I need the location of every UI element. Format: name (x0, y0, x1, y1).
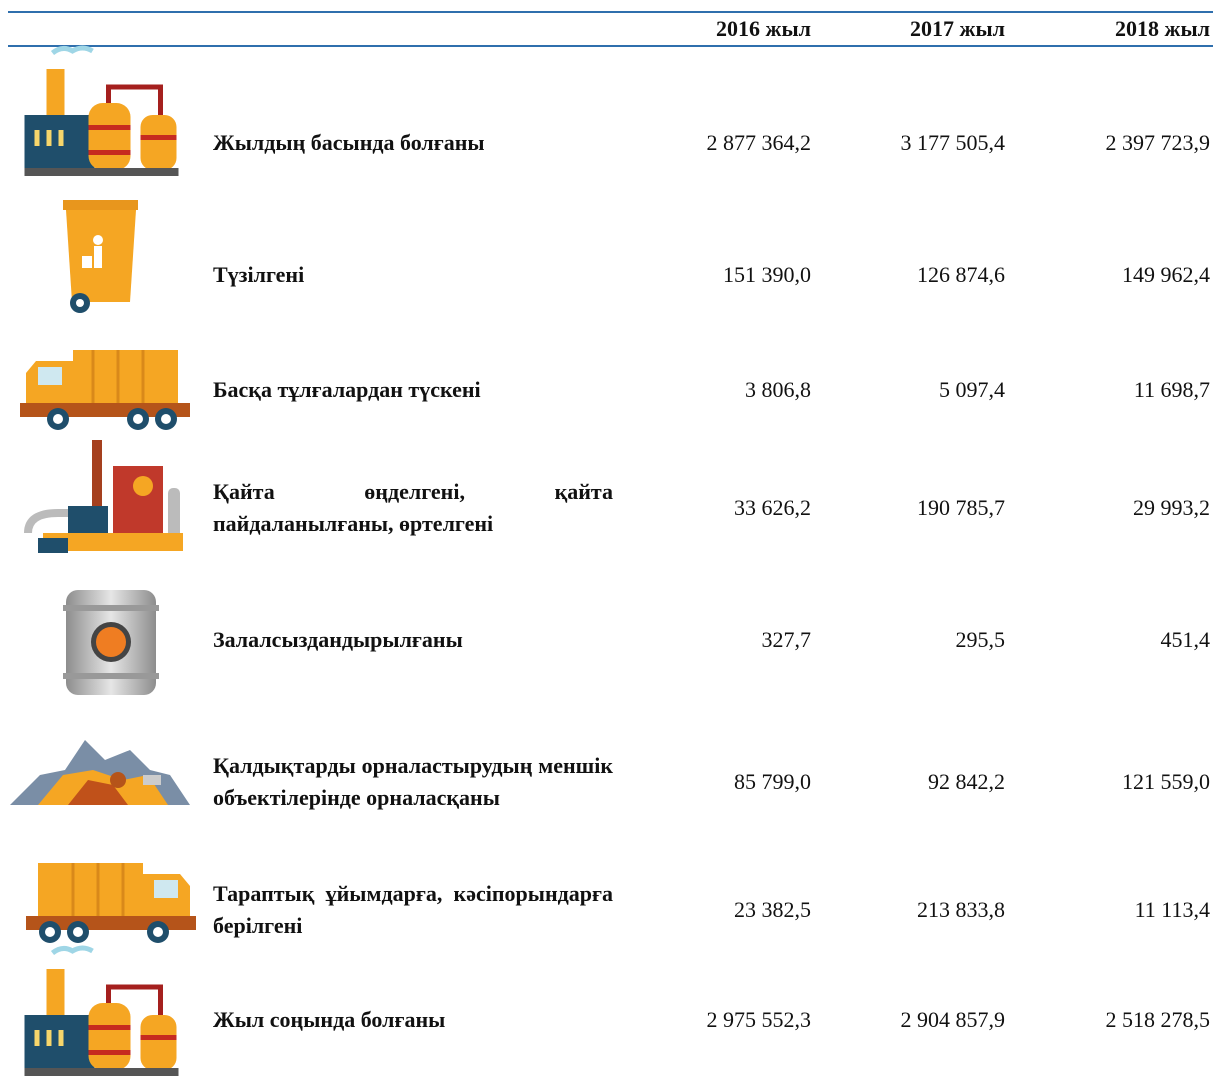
barrel-icon (63, 590, 159, 695)
cell-value: 11 698,7 (1133, 377, 1210, 402)
bin-icon (63, 200, 138, 313)
table-row: Қайта өңделгені, қайта пайдаланылғаны, ө… (0, 458, 1213, 558)
cell-value: 2 518 278,5 (1105, 1007, 1211, 1032)
cell-value: 3 806,8 (745, 377, 811, 402)
table-row: Залалсыздандырылғаны 327,7 295,5 451,4 (0, 590, 1213, 690)
row-label: Жыл соңында болғаны (213, 1007, 446, 1032)
cell-value: 11 113,4 (1134, 897, 1210, 922)
cell-value: 327,7 (761, 627, 812, 652)
cell-value: 295,5 (955, 627, 1006, 652)
table-row: Түзілгені 151 390,0 126 874,6 149 962,4 (0, 225, 1213, 325)
cell-value: 2 975 552,3 (706, 1007, 812, 1032)
cell-value: 451,4 (1160, 627, 1211, 652)
table-row: Қалдықтарды орналастырудың меншік объект… (0, 732, 1213, 832)
row-label: Басқа тұлғалардан түскені (213, 377, 481, 402)
cell-value: 213 833,8 (917, 897, 1005, 922)
cell-value: 2 877 364,2 (706, 130, 812, 155)
row-label: Түзілгені (213, 262, 305, 287)
cell-value: 92 842,2 (928, 769, 1005, 794)
row-label: Залалсыздандырылғаны (213, 627, 463, 652)
cell-value: 5 097,4 (939, 377, 1005, 402)
row-label: Қайта өңделгені, қайта пайдаланылғаны, ө… (213, 479, 613, 536)
column-header: 2016 жыл (716, 16, 811, 41)
cell-value: 23 382,5 (734, 897, 811, 922)
cell-value: 151 390,0 (723, 262, 811, 287)
row-label: Тараптық ұйымдарға, кәсіпорындарға беріл… (213, 881, 613, 938)
column-header: 2017 жыл (910, 16, 1005, 41)
table-row: Жылдың басында болғаны 2 877 364,2 3 177 5… (0, 93, 1213, 193)
cell-value: 190 785,7 (917, 495, 1005, 520)
cell-value: 2 397 723,9 (1105, 130, 1211, 155)
cell-value: 3 177 505,4 (900, 130, 1006, 155)
row-label: Жылдың басында болғаны (213, 130, 485, 155)
cell-value: 149 962,4 (1122, 262, 1210, 287)
recycling-plant-icon (24, 440, 183, 553)
column-header: 2018 жыл (1115, 16, 1210, 41)
cell-value: 126 874,6 (917, 262, 1005, 287)
cell-value: 33 626,2 (734, 495, 811, 520)
cell-value: 2 904 857,9 (900, 1007, 1006, 1032)
row-label: Қалдықтарды орналастырудың меншік объект… (213, 753, 613, 810)
table-row: Тараптық ұйымдарға, кәсіпорындарға беріл… (0, 860, 1213, 960)
header-rule (8, 45, 1213, 47)
table-row: Басқа тұлғалардан түскені 3 806,8 5 097,4 1… (0, 340, 1213, 440)
cell-value: 121 559,0 (1122, 769, 1210, 794)
table-row: Жыл соңында болғаны 2 975 552,3 2 904 857,… (0, 970, 1213, 1070)
waste-pile-icon (10, 740, 190, 805)
cell-value: 29 993,2 (1133, 495, 1210, 520)
cell-value: 85 799,0 (734, 769, 811, 794)
top-rule (8, 11, 1213, 13)
